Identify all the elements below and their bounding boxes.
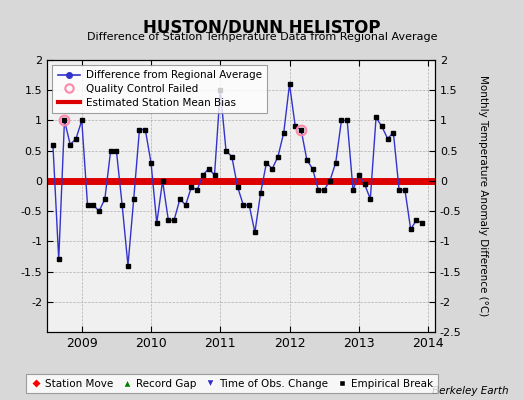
Text: Difference of Station Temperature Data from Regional Average: Difference of Station Temperature Data f… [87,32,437,42]
Legend: Difference from Regional Average, Quality Control Failed, Estimated Station Mean: Difference from Regional Average, Qualit… [52,65,267,113]
Text: Berkeley Earth: Berkeley Earth [432,386,508,396]
Text: HUSTON/DUNN HELISTOP: HUSTON/DUNN HELISTOP [143,18,381,36]
Y-axis label: Monthly Temperature Anomaly Difference (°C): Monthly Temperature Anomaly Difference (… [478,75,488,317]
Legend: Station Move, Record Gap, Time of Obs. Change, Empirical Break: Station Move, Record Gap, Time of Obs. C… [26,374,438,393]
